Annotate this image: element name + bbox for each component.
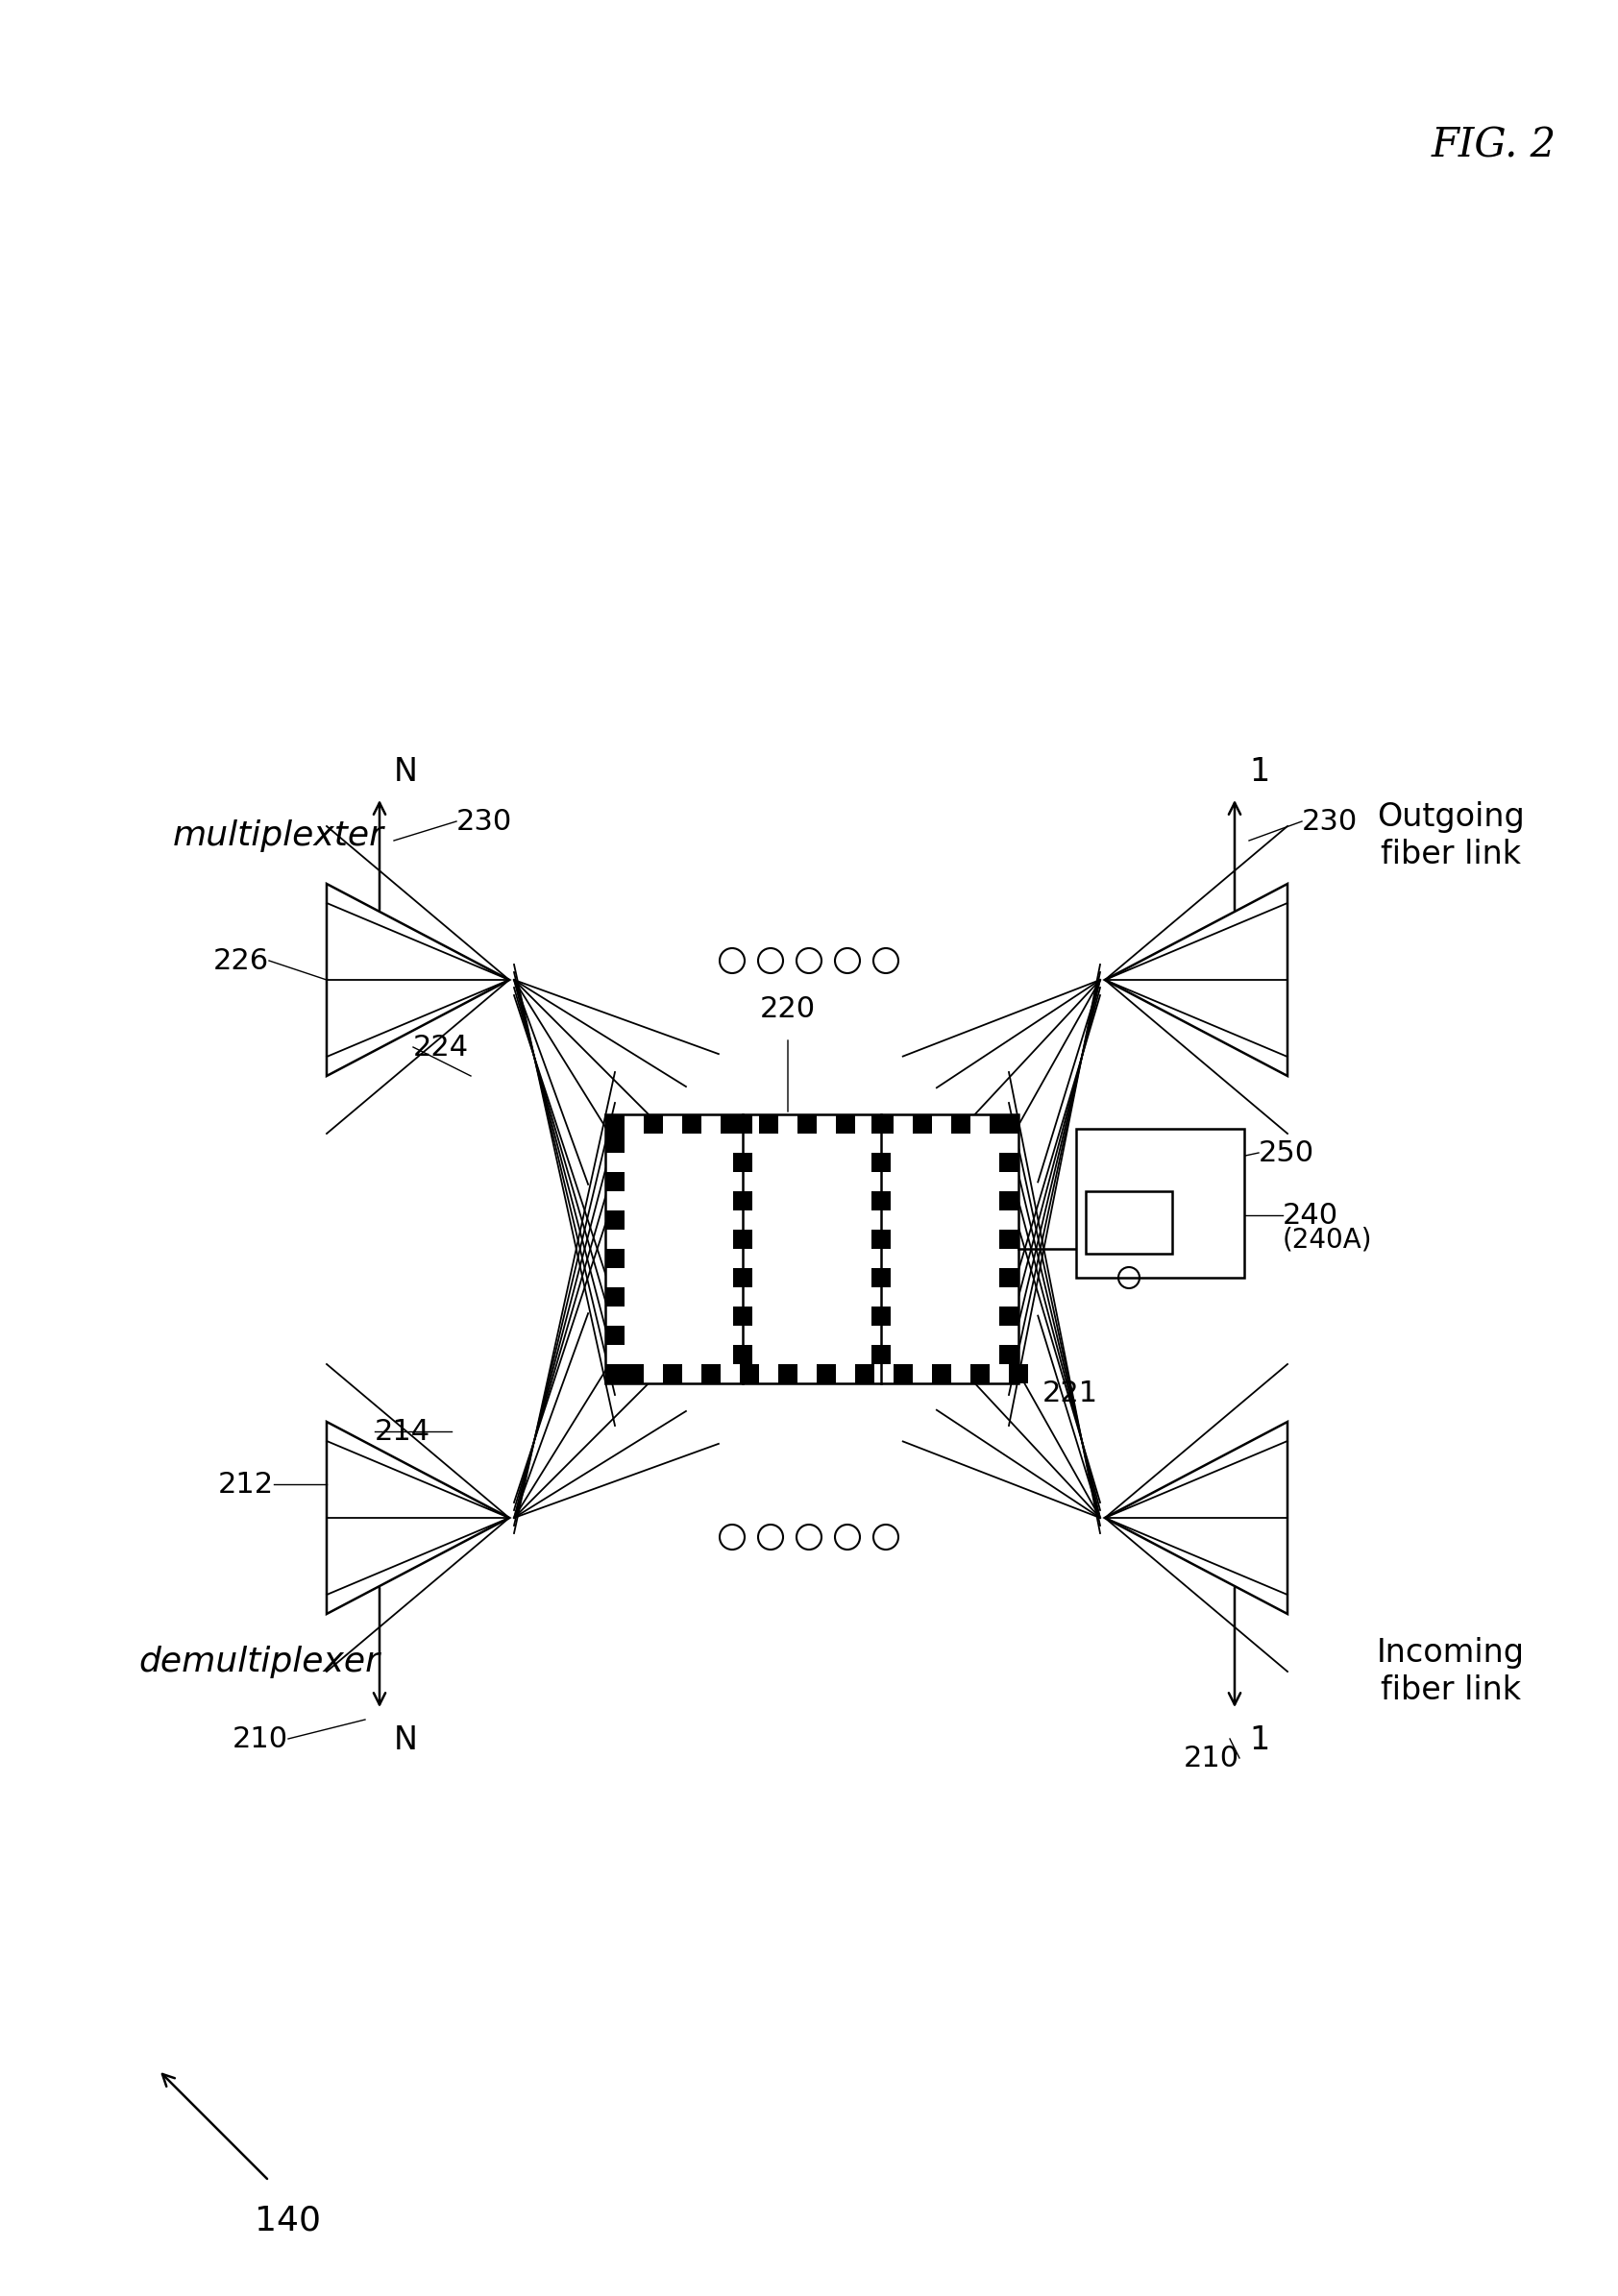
Bar: [605, 1249, 625, 1267]
Bar: [733, 1231, 752, 1249]
Bar: [971, 1364, 990, 1384]
Bar: [1076, 1130, 1244, 1277]
Bar: [870, 1267, 890, 1288]
Text: 230: 230: [1302, 808, 1358, 836]
Text: Incoming
fiber link: Incoming fiber link: [1377, 1637, 1524, 1706]
Bar: [870, 1114, 890, 1134]
Bar: [1000, 1153, 1018, 1171]
Bar: [837, 1114, 856, 1134]
Bar: [759, 1114, 778, 1134]
Bar: [1000, 1345, 1018, 1364]
Bar: [932, 1364, 951, 1384]
Bar: [870, 1192, 890, 1210]
Bar: [605, 1114, 625, 1134]
Text: 1: 1: [1249, 1724, 1270, 1756]
Bar: [1086, 1192, 1171, 1254]
Bar: [870, 1153, 890, 1171]
Bar: [870, 1231, 890, 1249]
Bar: [605, 1364, 625, 1384]
Bar: [856, 1364, 874, 1384]
Text: Outgoing
fiber link: Outgoing fiber link: [1377, 801, 1524, 870]
Text: FIG. 2: FIG. 2: [1432, 124, 1557, 165]
Text: 221: 221: [1042, 1380, 1099, 1407]
Text: multiplexter: multiplexter: [173, 820, 385, 852]
Text: 140: 140: [256, 2204, 322, 2236]
Bar: [605, 1134, 625, 1153]
Bar: [605, 1210, 625, 1231]
Bar: [625, 1364, 644, 1384]
Text: N: N: [393, 1724, 417, 1756]
Bar: [733, 1153, 752, 1171]
Bar: [1000, 1267, 1018, 1288]
Bar: [778, 1364, 798, 1384]
Bar: [733, 1267, 752, 1288]
Bar: [893, 1364, 913, 1384]
Bar: [874, 1114, 893, 1134]
Bar: [1000, 1231, 1018, 1249]
Bar: [733, 1306, 752, 1325]
Text: 212: 212: [218, 1469, 273, 1499]
Bar: [1010, 1364, 1027, 1384]
Bar: [733, 1114, 752, 1134]
Text: 1: 1: [1249, 755, 1270, 788]
Text: 210: 210: [233, 1724, 288, 1752]
Bar: [683, 1114, 701, 1134]
Bar: [739, 1364, 759, 1384]
Bar: [870, 1345, 890, 1364]
Text: 224: 224: [413, 1033, 469, 1061]
Bar: [951, 1114, 971, 1134]
Text: 220: 220: [760, 994, 815, 1024]
Bar: [644, 1114, 663, 1134]
Bar: [701, 1364, 720, 1384]
Text: 250: 250: [1259, 1139, 1314, 1166]
Bar: [817, 1364, 837, 1384]
Bar: [720, 1114, 739, 1134]
Bar: [1000, 1306, 1018, 1325]
Bar: [1000, 1192, 1018, 1210]
Text: 240: 240: [1283, 1201, 1338, 1228]
Bar: [913, 1114, 932, 1134]
Text: 226: 226: [214, 946, 269, 974]
Bar: [870, 1306, 890, 1325]
Text: 230: 230: [456, 808, 513, 836]
Text: 214: 214: [375, 1417, 430, 1444]
Text: 210: 210: [1184, 1745, 1239, 1773]
Bar: [733, 1192, 752, 1210]
Text: N: N: [393, 755, 417, 788]
Bar: [605, 1114, 1018, 1384]
Bar: [605, 1325, 625, 1345]
Bar: [605, 1171, 625, 1192]
Text: (240A): (240A): [1283, 1226, 1372, 1254]
Bar: [605, 1288, 625, 1306]
Text: demultiplexer: demultiplexer: [139, 1646, 380, 1678]
Bar: [990, 1114, 1010, 1134]
Bar: [663, 1364, 683, 1384]
Bar: [798, 1114, 817, 1134]
Bar: [733, 1345, 752, 1364]
Bar: [1000, 1114, 1018, 1134]
